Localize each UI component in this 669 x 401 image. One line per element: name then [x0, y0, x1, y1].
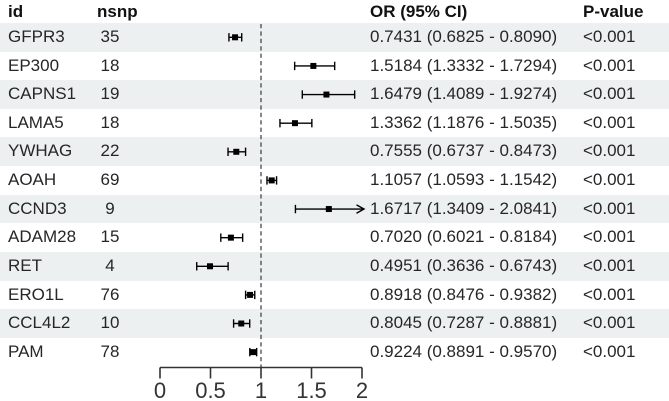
- id-cell: LAMA5: [8, 112, 64, 132]
- p-value-cell: <0.001: [583, 227, 636, 247]
- id-cell: RET: [8, 255, 42, 275]
- x-tick-label: 1: [255, 378, 267, 401]
- table-row: YWHAG 22 0.7555 (0.6737 - 0.8473) <0.001: [0, 137, 669, 167]
- nsnp-cell: 9: [105, 198, 115, 218]
- p-value-cell: <0.001: [583, 27, 636, 46]
- table-row: CCND3 9 1.6717 (1.3409 - 2.0841) <0.001: [0, 194, 669, 224]
- nsnp-cell: 78: [100, 341, 120, 361]
- table-row: AOAH 69 1.1057 (1.0593 - 1.1542) <0.001: [0, 166, 669, 195]
- p-value-cell: <0.001: [583, 255, 636, 275]
- column-header-p-value: P-value: [583, 2, 644, 21]
- id-cell: ERO1L: [8, 284, 64, 304]
- id-cell: CCL4L2: [8, 313, 71, 333]
- p-value-cell: <0.001: [583, 341, 636, 361]
- id-cell: EP300: [8, 55, 60, 75]
- id-cell: AOAH: [8, 170, 57, 190]
- nsnp-cell: 22: [100, 141, 120, 161]
- nsnp-cell: 4: [105, 255, 115, 275]
- or-ci-cell: 0.8918 (0.8476 - 0.9382): [370, 284, 558, 304]
- x-tick-label: 2: [356, 378, 368, 401]
- table-row: CAPNS1 19 1.6479 (1.4089 - 1.9274) <0.00…: [0, 80, 669, 109]
- id-cell: GFPR3: [8, 27, 65, 46]
- x-tick-label: 0.5: [195, 378, 226, 401]
- or-ci-cell: 0.7431 (0.6825 - 0.8090): [370, 27, 558, 46]
- table-row: EP300 18 1.5184 (1.3332 - 1.7294) <0.001: [0, 52, 669, 81]
- nsnp-cell: 76: [100, 284, 120, 304]
- column-header-id: id: [8, 2, 24, 21]
- p-value-cell: <0.001: [583, 84, 636, 104]
- p-value-cell: <0.001: [583, 112, 636, 132]
- p-value-cell: <0.001: [583, 198, 636, 218]
- id-cell: ADAM28: [8, 227, 77, 247]
- or-ci-cell: 0.7020 (0.6021 - 0.8184): [370, 227, 558, 247]
- x-tick-label: 1.5: [296, 378, 327, 401]
- id-cell: CAPNS1: [8, 84, 77, 104]
- or-ci-cell: 1.3362 (1.1876 - 1.5035): [370, 112, 558, 132]
- nsnp-cell: 19: [100, 84, 120, 104]
- p-value-cell: <0.001: [583, 284, 636, 304]
- nsnp-cell: 35: [100, 27, 120, 46]
- table-row: ERO1L 76 0.8918 (0.8476 - 0.9382) <0.001: [0, 281, 669, 310]
- table-row: ADAM28 15 0.7020 (0.6021 - 0.8184) <0.00…: [0, 223, 669, 252]
- or-ci-cell: 1.6479 (1.4089 - 1.9274): [370, 84, 558, 104]
- or-ci-cell: 0.7555 (0.6737 - 0.8473): [370, 141, 558, 161]
- nsnp-cell: 18: [100, 112, 120, 132]
- table-row: LAMA5 18 1.3362 (1.1876 - 1.5035) <0.001: [0, 109, 669, 138]
- x-tick-label: 0: [154, 378, 166, 401]
- p-value-cell: <0.001: [583, 313, 636, 333]
- or-ci-cell: 0.8045 (0.7287 - 0.8881): [370, 313, 558, 333]
- table-row: PAM 78 0.9224 (0.8891 - 0.9570) <0.001: [0, 338, 669, 367]
- p-value-cell: <0.001: [583, 55, 636, 75]
- nsnp-cell: 18: [100, 55, 120, 75]
- or-ci-cell: 1.1057 (1.0593 - 1.1542): [370, 170, 558, 190]
- nsnp-cell: 15: [100, 227, 120, 247]
- p-value-cell: <0.001: [583, 170, 636, 190]
- column-header-or-ci: OR (95% CI): [370, 2, 468, 21]
- column-header-nsnp: nsnp: [97, 2, 138, 21]
- or-ci-cell: 1.5184 (1.3332 - 1.7294): [370, 55, 558, 75]
- nsnp-cell: 10: [100, 313, 120, 333]
- table-row: GFPR3 35 0.7431 (0.6825 - 0.8090) <0.001: [0, 23, 669, 52]
- id-cell: PAM: [8, 341, 44, 361]
- id-cell: YWHAG: [8, 141, 73, 161]
- table-row: CCL4L2 10 0.8045 (0.7287 - 0.8881) <0.00…: [0, 309, 669, 338]
- or-ci-cell: 1.6717 (1.3409 - 2.0841): [370, 198, 558, 218]
- p-value-cell: <0.001: [583, 141, 636, 161]
- table-row: RET 4 0.4951 (0.3636 - 0.6743) <0.001: [0, 251, 669, 281]
- or-ci-cell: 0.4951 (0.3636 - 0.6743): [370, 255, 558, 275]
- id-cell: CCND3: [8, 198, 67, 218]
- or-ci-cell: 0.9224 (0.8891 - 0.9570): [370, 341, 558, 361]
- nsnp-cell: 69: [100, 170, 120, 190]
